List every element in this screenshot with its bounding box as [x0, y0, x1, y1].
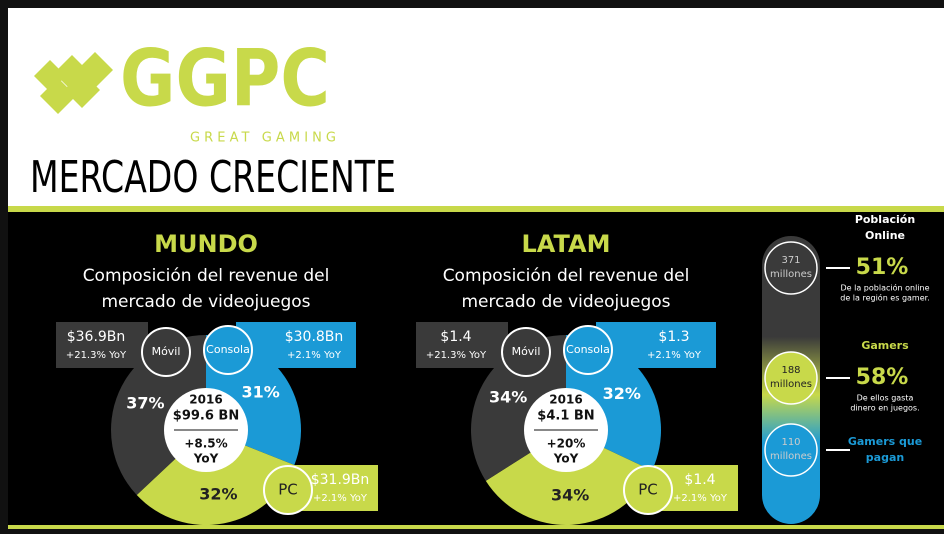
center-text: YoY [553, 452, 579, 466]
category-label: Móvil [512, 345, 541, 358]
slice-label: 34% [489, 388, 527, 407]
funnel-circle [764, 423, 818, 477]
funnel-label: Población [855, 213, 915, 226]
category-label: PC [278, 481, 298, 499]
funnel-unit: millones [770, 379, 812, 390]
divider [8, 206, 944, 212]
callout-box [416, 322, 508, 368]
funnel-note: de la región es gamer. [840, 293, 929, 303]
center-text: 2016 [549, 393, 582, 407]
callout-amount: $31.9Bn [311, 472, 370, 488]
callout-amount: $1.3 [658, 329, 689, 345]
category-badge [263, 465, 313, 515]
center-text: +8.5% [184, 437, 227, 451]
bottom-line [8, 525, 944, 529]
category-badge [623, 465, 673, 515]
category-badge [563, 325, 613, 375]
panel-title: LATAM [522, 230, 611, 258]
funnel-pct: 58% [856, 365, 909, 390]
slice-label: 32% [603, 384, 641, 403]
funnel-circle [764, 241, 818, 295]
callout-growth: +2.1% YoY [287, 350, 342, 361]
funnel-unit: millones [770, 451, 812, 462]
callout-growth: +2.1% YoY [313, 493, 368, 504]
callout-box [236, 322, 356, 368]
funnel-count: 371 [781, 255, 800, 266]
category-badge [141, 327, 191, 377]
funnel-note: De ellos gasta [857, 394, 914, 403]
center-text: $4.1 BN [537, 409, 594, 424]
center-text: 2016 [189, 393, 222, 407]
funnel-label: pagan [866, 451, 904, 464]
category-label: Móvil [152, 345, 181, 358]
pie-slice [111, 335, 206, 496]
panel-subtitle: mercado de videojuegos [461, 292, 670, 312]
funnel-label: Gamers [861, 339, 909, 352]
center-text: $99.6 BN [173, 409, 239, 424]
callout-growth: +21.3% YoY [66, 350, 127, 361]
funnel-count: 188 [781, 365, 800, 376]
panel-title: MUNDO [154, 230, 258, 258]
funnel-pct: 51% [856, 255, 909, 280]
slice-label: 37% [126, 393, 164, 412]
pie-slice [136, 430, 295, 526]
funnel-note: De la población online [841, 283, 930, 293]
panel-subtitle: Composición del revenue del [443, 266, 690, 286]
category-badge [203, 325, 253, 375]
panel-subtitle: mercado de videojuegos [101, 292, 310, 312]
logo-icon [34, 52, 113, 114]
category-label: Consola [206, 343, 250, 356]
callout-amount: $30.8Bn [285, 329, 344, 345]
funnel-unit: millones [770, 269, 812, 280]
slice-label: 32% [199, 484, 237, 503]
funnel-circle [764, 351, 818, 405]
center-text: +20% [547, 437, 586, 451]
callout-growth: +2.1% YoY [673, 493, 728, 504]
category-label: PC [638, 481, 658, 499]
pie-slice [485, 430, 652, 525]
callout-box [56, 322, 148, 368]
slice-label: 34% [551, 485, 589, 504]
slice-label: 31% [241, 382, 279, 401]
tagline: GREAT GAMING [190, 131, 336, 146]
callout-growth: +2.1% YoY [647, 350, 702, 361]
funnel-note: dinero en juegos. [850, 404, 919, 413]
funnel-label: Gamers que [848, 435, 922, 448]
header-bg [8, 8, 944, 206]
center-text: YoY [193, 452, 219, 466]
logo-text: GGPC [120, 34, 330, 124]
callout-amount: $1.4 [440, 329, 471, 345]
callout-amount: $36.9Bn [67, 329, 126, 345]
main-title: MERCADO CRECIENTE [30, 152, 396, 203]
callout-growth: +21.3% YoY [426, 350, 487, 361]
callout-box [596, 322, 716, 368]
panel-subtitle: Composición del revenue del [83, 266, 330, 286]
callout-amount: $1.4 [684, 472, 715, 488]
funnel-count: 110 [781, 437, 800, 448]
category-label: Consola [566, 343, 610, 356]
funnel-label: Online [865, 229, 905, 242]
category-badge [501, 327, 551, 377]
